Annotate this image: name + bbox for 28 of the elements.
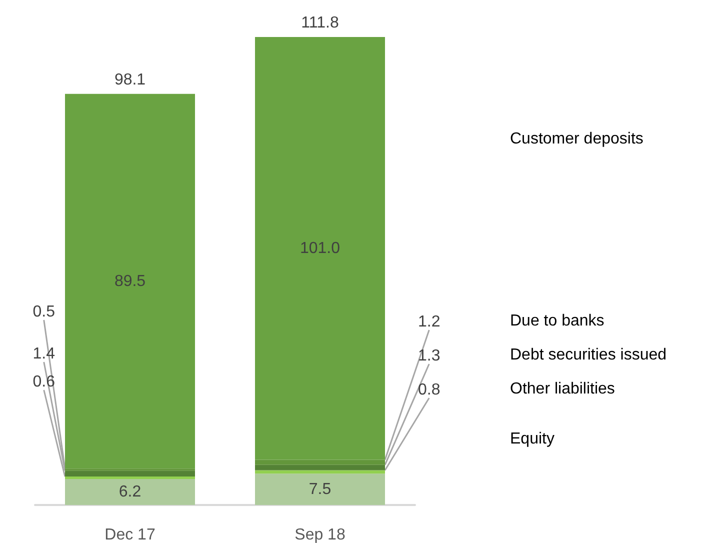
bar <box>255 470 385 474</box>
data-label: 1.2 <box>418 314 440 330</box>
x-tick-label: Dec 17 <box>104 526 156 543</box>
bar <box>65 479 195 505</box>
bar <box>255 464 385 470</box>
bar <box>65 470 195 477</box>
data-label: 101.0 <box>300 240 340 257</box>
text: Other liabilities <box>510 380 615 398</box>
data-label: 0.6 <box>32 374 56 390</box>
total-label: 111.8 <box>301 14 339 32</box>
bar <box>255 460 385 465</box>
data-label: 89.5 <box>114 272 146 290</box>
bar <box>255 474 385 505</box>
data-label: 1.4 <box>32 346 56 362</box>
bar <box>255 37 385 460</box>
total-label: 98.1 <box>114 71 146 88</box>
data-label: 0.5 <box>32 304 56 320</box>
data-label: 7.5 <box>308 480 332 498</box>
x-tick-label: Sep 18 <box>294 526 346 543</box>
text: Debt securities issued <box>510 346 667 364</box>
bar <box>65 94 195 469</box>
data-label: 6.2 <box>118 484 142 501</box>
text: Equity <box>510 430 554 448</box>
data-label: 1.3 <box>418 348 440 364</box>
data-label: 0.8 <box>418 382 440 398</box>
bar <box>65 476 195 480</box>
text: Due to banks <box>510 312 604 330</box>
text: Customer deposits <box>510 130 644 148</box>
